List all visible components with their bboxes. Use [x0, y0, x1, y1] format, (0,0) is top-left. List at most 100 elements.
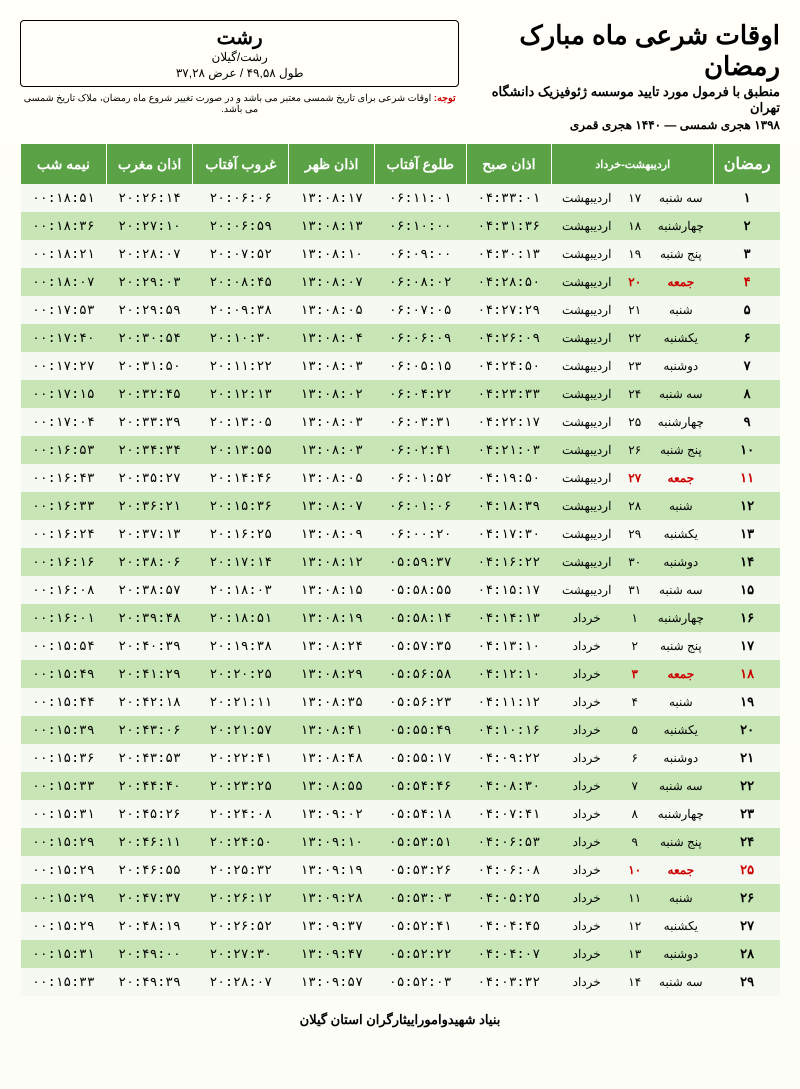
cell-maghrib: ۲۰:۳۱:۵۰ [106, 352, 193, 380]
cell-maghrib: ۲۰:۴۳:۵۳ [106, 744, 193, 772]
table-row: ۳پنج شنبه۱۹اردیبهشت۰۴:۳۰:۱۳۰۶:۰۹:۰۰۱۳:۰۸… [21, 240, 781, 268]
cell-midnight: ۰۰:۱۷:۴۰ [21, 324, 107, 352]
cell-sunrise: ۰۵:۵۳:۰۳ [374, 884, 466, 912]
cell-sunset: ۲۰:۱۵:۳۶ [193, 492, 289, 520]
cell-ramadan-day: ۱۵ [714, 576, 780, 604]
table-row: ۲۹سه شنبه۱۴خرداد۰۴:۰۳:۳۲۰۵:۵۲:۰۳۱۳:۰۹:۵۷… [21, 968, 781, 996]
cell-sunrise: ۰۵:۵۳:۲۶ [374, 856, 466, 884]
cell-ramadan-day: ۱۷ [714, 632, 780, 660]
cell-maghrib: ۲۰:۴۵:۲۶ [106, 800, 193, 828]
cell-midnight: ۰۰:۱۶:۱۶ [21, 548, 107, 576]
table-row: ۲۵جمعه۱۰خرداد۰۴:۰۶:۰۸۰۵:۵۳:۲۶۱۳:۰۹:۱۹۲۰:… [21, 856, 781, 884]
cell-maghrib: ۲۰:۲۸:۰۷ [106, 240, 193, 268]
cell-ramadan-day: ۱۴ [714, 548, 780, 576]
cell-month: اردیبهشت [552, 268, 622, 296]
cell-midnight: ۰۰:۱۸:۰۷ [21, 268, 107, 296]
cell-ramadan-day: ۱۱ [714, 464, 780, 492]
cell-weekday: دوشنبه [648, 548, 714, 576]
cell-maghrib: ۲۰:۲۶:۱۴ [106, 184, 193, 212]
cell-maghrib: ۲۰:۳۹:۴۸ [106, 604, 193, 632]
cell-fajr: ۰۴:۰۶:۰۸ [466, 856, 552, 884]
cell-weekday: چهارشنبه [648, 212, 714, 240]
col-midnight: نیمه شب [21, 144, 107, 184]
cell-month: اردیبهشت [552, 408, 622, 436]
cell-sunset: ۲۰:۲۷:۳۰ [193, 940, 289, 968]
cell-weekday: دوشنبه [648, 352, 714, 380]
cell-month: خرداد [552, 744, 622, 772]
cell-sunset: ۲۰:۱۶:۲۵ [193, 520, 289, 548]
cell-month: خرداد [552, 968, 622, 996]
cell-midnight: ۰۰:۱۶:۲۴ [21, 520, 107, 548]
cell-weekday: جمعه [648, 660, 714, 688]
cell-sunrise: ۰۶:۱۰:۰۰ [374, 212, 466, 240]
cell-solar-day: ۲۷ [622, 464, 648, 492]
cell-weekday: شنبه [648, 296, 714, 324]
col-ramadan: رمضان [714, 144, 780, 184]
table-row: ۲چهارشنبه۱۸اردیبهشت۰۴:۳۱:۳۶۰۶:۱۰:۰۰۱۳:۰۸… [21, 212, 781, 240]
cell-midnight: ۰۰:۱۸:۲۱ [21, 240, 107, 268]
cell-ramadan-day: ۸ [714, 380, 780, 408]
cell-fajr: ۰۴:۰۴:۰۷ [466, 940, 552, 968]
cell-sunrise: ۰۵:۵۲:۲۲ [374, 940, 466, 968]
cell-midnight: ۰۰:۱۷:۲۷ [21, 352, 107, 380]
cell-maghrib: ۲۰:۳۸:۵۷ [106, 576, 193, 604]
cell-weekday: یکشنبه [648, 912, 714, 940]
table-row: ۱۱جمعه۲۷اردیبهشت۰۴:۱۹:۵۰۰۶:۰۱:۵۲۱۳:۰۸:۰۵… [21, 464, 781, 492]
cell-sunset: ۲۰:۲۲:۴۱ [193, 744, 289, 772]
cell-sunrise: ۰۶:۰۳:۳۱ [374, 408, 466, 436]
cell-dhuhr: ۱۳:۰۸:۰۹ [289, 520, 375, 548]
cell-ramadan-day: ۲۳ [714, 800, 780, 828]
cell-fajr: ۰۴:۱۳:۱۰ [466, 632, 552, 660]
cell-solar-day: ۱۴ [622, 968, 648, 996]
cell-dhuhr: ۱۳:۰۸:۱۷ [289, 184, 375, 212]
cell-maghrib: ۲۰:۳۷:۱۳ [106, 520, 193, 548]
cell-dhuhr: ۱۳:۰۸:۴۱ [289, 716, 375, 744]
cell-sunset: ۲۰:۱۸:۰۳ [193, 576, 289, 604]
cell-dhuhr: ۱۳:۰۸:۱۹ [289, 604, 375, 632]
cell-fajr: ۰۴:۲۲:۱۷ [466, 408, 552, 436]
cell-ramadan-day: ۱۳ [714, 520, 780, 548]
cell-month: اردیبهشت [552, 212, 622, 240]
cell-sunrise: ۰۵:۵۶:۵۸ [374, 660, 466, 688]
cell-month: اردیبهشت [552, 436, 622, 464]
cell-ramadan-day: ۱۹ [714, 688, 780, 716]
notice-text: اوقات شرعی برای تاریخ شمسی معتبر می باشد… [24, 93, 434, 115]
cell-midnight: ۰۰:۱۸:۳۶ [21, 212, 107, 240]
table-row: ۱۶چهارشنبه۱خرداد۰۴:۱۴:۱۳۰۵:۵۸:۱۴۱۳:۰۸:۱۹… [21, 604, 781, 632]
cell-sunrise: ۰۵:۵۲:۴۱ [374, 912, 466, 940]
cell-maghrib: ۲۰:۳۰:۵۴ [106, 324, 193, 352]
cell-sunrise: ۰۵:۵۶:۲۳ [374, 688, 466, 716]
cell-ramadan-day: ۱ [714, 184, 780, 212]
cell-maghrib: ۲۰:۲۹:۰۳ [106, 268, 193, 296]
cell-maghrib: ۲۰:۴۷:۳۷ [106, 884, 193, 912]
cell-fajr: ۰۴:۱۷:۳۰ [466, 520, 552, 548]
cell-fajr: ۰۴:۲۴:۵۰ [466, 352, 552, 380]
cell-sunset: ۲۰:۲۸:۰۷ [193, 968, 289, 996]
cell-solar-day: ۶ [622, 744, 648, 772]
cell-ramadan-day: ۲۰ [714, 716, 780, 744]
table-row: ۸سه شنبه۲۴اردیبهشت۰۴:۲۳:۳۳۰۶:۰۴:۲۲۱۳:۰۸:… [21, 380, 781, 408]
cell-solar-day: ۳ [622, 660, 648, 688]
cell-maghrib: ۲۰:۳۵:۲۷ [106, 464, 193, 492]
cell-month: اردیبهشت [552, 352, 622, 380]
cell-month: خرداد [552, 604, 622, 632]
cell-sunrise: ۰۶:۰۶:۰۹ [374, 324, 466, 352]
cell-fajr: ۰۴:۳۱:۳۶ [466, 212, 552, 240]
cell-solar-day: ۱ [622, 604, 648, 632]
cell-sunrise: ۰۶:۰۲:۴۱ [374, 436, 466, 464]
cell-sunrise: ۰۶:۰۱:۵۲ [374, 464, 466, 492]
cell-midnight: ۰۰:۱۷:۰۴ [21, 408, 107, 436]
cell-maghrib: ۲۰:۴۴:۴۰ [106, 772, 193, 800]
table-row: ۲۴پنج شنبه۹خرداد۰۴:۰۶:۵۳۰۵:۵۳:۵۱۱۳:۰۹:۱۰… [21, 828, 781, 856]
cell-month: اردیبهشت [552, 184, 622, 212]
cell-fajr: ۰۴:۱۴:۱۳ [466, 604, 552, 632]
cell-ramadan-day: ۲۸ [714, 940, 780, 968]
cell-weekday: جمعه [648, 856, 714, 884]
cell-dhuhr: ۱۳:۰۹:۳۷ [289, 912, 375, 940]
cell-ramadan-day: ۲ [714, 212, 780, 240]
cell-maghrib: ۲۰:۴۱:۲۹ [106, 660, 193, 688]
cell-solar-day: ۵ [622, 716, 648, 744]
cell-sunrise: ۰۶:۰۸:۰۲ [374, 268, 466, 296]
cell-fajr: ۰۴:۲۷:۲۹ [466, 296, 552, 324]
cell-ramadan-day: ۴ [714, 268, 780, 296]
